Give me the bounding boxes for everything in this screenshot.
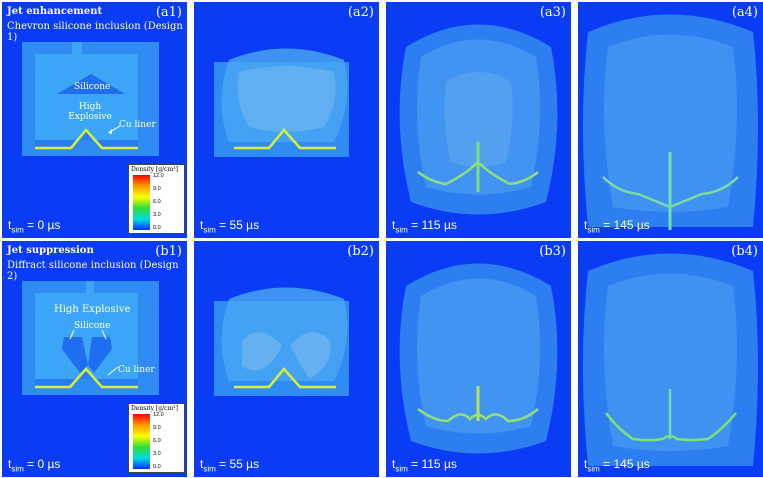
panel-label: (a3) (539, 5, 566, 20)
legend-tick: 6.0 (153, 438, 161, 444)
legend-tick: 12.0 (153, 412, 164, 418)
panel-b4: (b4) tsim = 145 µs (578, 241, 763, 477)
time-label: tsim = 0 µs (8, 217, 61, 234)
simulation-image-b3 (399, 263, 558, 454)
time-label: tsim = 115 µs (392, 217, 457, 234)
time-label: tsim = 55 µs (200, 217, 260, 234)
panel-a2: (a2) tsim = 55 µs (194, 2, 379, 238)
he-label-b: High Explosive (54, 304, 131, 315)
simulation-image-b4 (583, 253, 758, 466)
he-label-a: High Explosive (68, 102, 112, 122)
legend-colorbar (133, 175, 150, 230)
row-a-title: Jet enhancement (7, 6, 103, 17)
panel-b2: (b2) tsim = 55 µs (194, 241, 379, 477)
legend-title: Density [g/cm³] (131, 405, 178, 412)
panel-label: (a2) (347, 5, 374, 20)
simulation-image-a4 (583, 14, 758, 230)
legend-tick: 0.0 (153, 464, 161, 470)
simulation-image-b1 (22, 281, 159, 395)
panel-label: (b3) (539, 244, 566, 259)
silicone-label-a: Silicone (74, 82, 111, 92)
legend-colorbar (133, 414, 150, 469)
legend-tick: 3.0 (153, 451, 161, 457)
density-legend-b: Density [g/cm³] 12.0 9.0 6.0 3.0 0.0 (128, 403, 185, 473)
legend-tick: 3.0 (153, 212, 161, 218)
legend-tick: 12.0 (153, 173, 164, 179)
simulation-image-a2 (214, 48, 349, 157)
time-label: tsim = 145 µs (584, 217, 650, 234)
panel-label: (b2) (347, 244, 374, 259)
row-b-subtitle: Diffract silicone inclusion (Design 2) (7, 260, 179, 282)
time-label: tsim = 145 µs (584, 456, 650, 473)
simulation-image-a1 (22, 42, 159, 156)
cu-liner-label-a: Cu liner (119, 120, 156, 130)
panel-a3: (a3) tsim = 115 µs (386, 2, 571, 238)
panel-a4: (a4) tsim = 145 µs (578, 2, 763, 238)
simulation-image-a3 (399, 24, 558, 215)
legend-tick: 9.0 (153, 425, 161, 431)
panel-label: (b4) (731, 244, 758, 259)
row-a-subtitle: Chevron silicone inclusion (Design 1) (7, 21, 183, 43)
silicone-label-b: Silicone (74, 321, 111, 331)
legend-tick: 0.0 (153, 225, 161, 231)
time-label: tsim = 115 µs (392, 456, 457, 473)
panel-b1: Jet suppression Diffract silicone inclus… (2, 241, 187, 477)
cu-liner-label-b: Cu liner (118, 365, 155, 375)
legend-title: Density [g/cm³] (131, 166, 178, 173)
row-b-title: Jet suppression (7, 245, 94, 256)
density-legend-a: Density [g/cm³] 12.0 9.0 6.0 3.0 0.0 (128, 164, 185, 234)
legend-tick: 6.0 (153, 199, 161, 205)
time-label: tsim = 55 µs (200, 456, 260, 473)
simulation-image-b2 (214, 287, 349, 396)
panel-b3: (b3) tsim = 115 µs (386, 241, 571, 477)
legend-tick: 9.0 (153, 186, 161, 192)
panel-a1: Jet enhancement Chevron silicone inclusi… (2, 2, 187, 238)
time-label: tsim = 0 µs (8, 456, 61, 473)
panel-label: (a1) (155, 5, 182, 20)
panel-label: (b1) (155, 244, 182, 259)
panel-label: (a4) (731, 5, 758, 20)
